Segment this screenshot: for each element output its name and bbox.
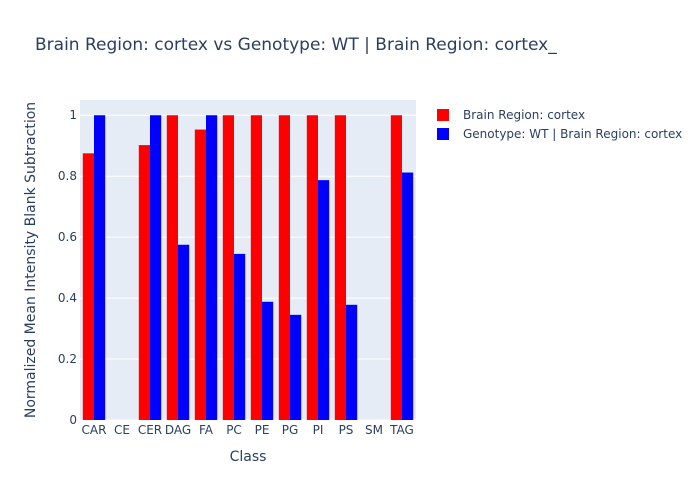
bar-pc-series-2[interactable] (234, 253, 246, 420)
y-tick-label: 0.2 (58, 352, 77, 366)
y-axis-title: Normalized Mean Intensity Blank Subtract… (23, 102, 39, 418)
bar-pe-series-2[interactable] (262, 301, 274, 420)
x-tick-label: PE (255, 423, 270, 437)
bar-car-series-1[interactable] (82, 153, 94, 421)
gridlines (80, 114, 416, 421)
x-tick-label: PI (313, 423, 324, 437)
bar-pc-series-1[interactable] (222, 115, 234, 420)
y-tick-label: 0.6 (58, 230, 77, 244)
bar-pg-series-1[interactable] (278, 115, 290, 420)
bar-ps-series-1[interactable] (334, 115, 346, 420)
bar-dag-series-1[interactable] (166, 115, 178, 420)
y-tick-label: 1 (69, 108, 77, 122)
x-tick-label: TAG (389, 423, 414, 437)
x-tick-label: CE (114, 423, 130, 437)
legend-swatch[interactable] (437, 128, 449, 140)
x-tick-label: PC (226, 423, 242, 437)
y-tick-label: 0.4 (58, 291, 77, 305)
x-tick-label: CER (138, 423, 162, 437)
bar-pg-series-2[interactable] (290, 314, 302, 420)
chart-title: Brain Region: cortex vs Genotype: WT | B… (35, 35, 557, 55)
bar-tag-series-1[interactable] (390, 115, 402, 420)
y-axis-ticks: 0 0.2 0.4 0.6 0.8 1 (58, 108, 77, 427)
bar-tag-series-2[interactable] (402, 172, 414, 420)
x-tick-label: PS (339, 423, 354, 437)
bar-pi-series-2[interactable] (318, 180, 330, 420)
x-tick-label: PG (282, 423, 299, 437)
y-tick-label: 0 (69, 413, 77, 427)
bar-car-series-2[interactable] (94, 115, 106, 420)
legend-item-label[interactable]: Brain Region: cortex (463, 108, 585, 122)
bar-ps-series-2[interactable] (346, 304, 358, 420)
bar-pi-series-1[interactable] (306, 115, 318, 420)
bar-pe-series-1[interactable] (250, 115, 262, 420)
bar-fa-series-1[interactable] (194, 129, 206, 421)
x-tick-label: CAR (82, 423, 107, 437)
y-tick-label: 0.8 (58, 169, 77, 183)
bar-dag-series-2[interactable] (178, 244, 190, 420)
x-tick-label: SM (365, 423, 383, 437)
x-axis-title: Class (230, 449, 267, 465)
bar-cer-series-1[interactable] (138, 145, 150, 420)
x-tick-label: DAG (165, 423, 191, 437)
bar-cer-series-2[interactable] (150, 115, 162, 420)
plot-area (80, 100, 416, 420)
legend[interactable]: Brain Region: cortex Genotype: WT | Brain… (437, 108, 682, 141)
bar-fa-series-2[interactable] (206, 115, 218, 420)
legend-swatch[interactable] (437, 109, 449, 121)
x-axis-ticks: CAR CE CER DAG FA PC PE PG PI PS SM TAG (82, 423, 414, 437)
legend-item-label[interactable]: Genotype: WT | Brain Region: cortex (463, 127, 682, 141)
x-tick-label: FA (199, 423, 214, 437)
bars (82, 115, 414, 421)
